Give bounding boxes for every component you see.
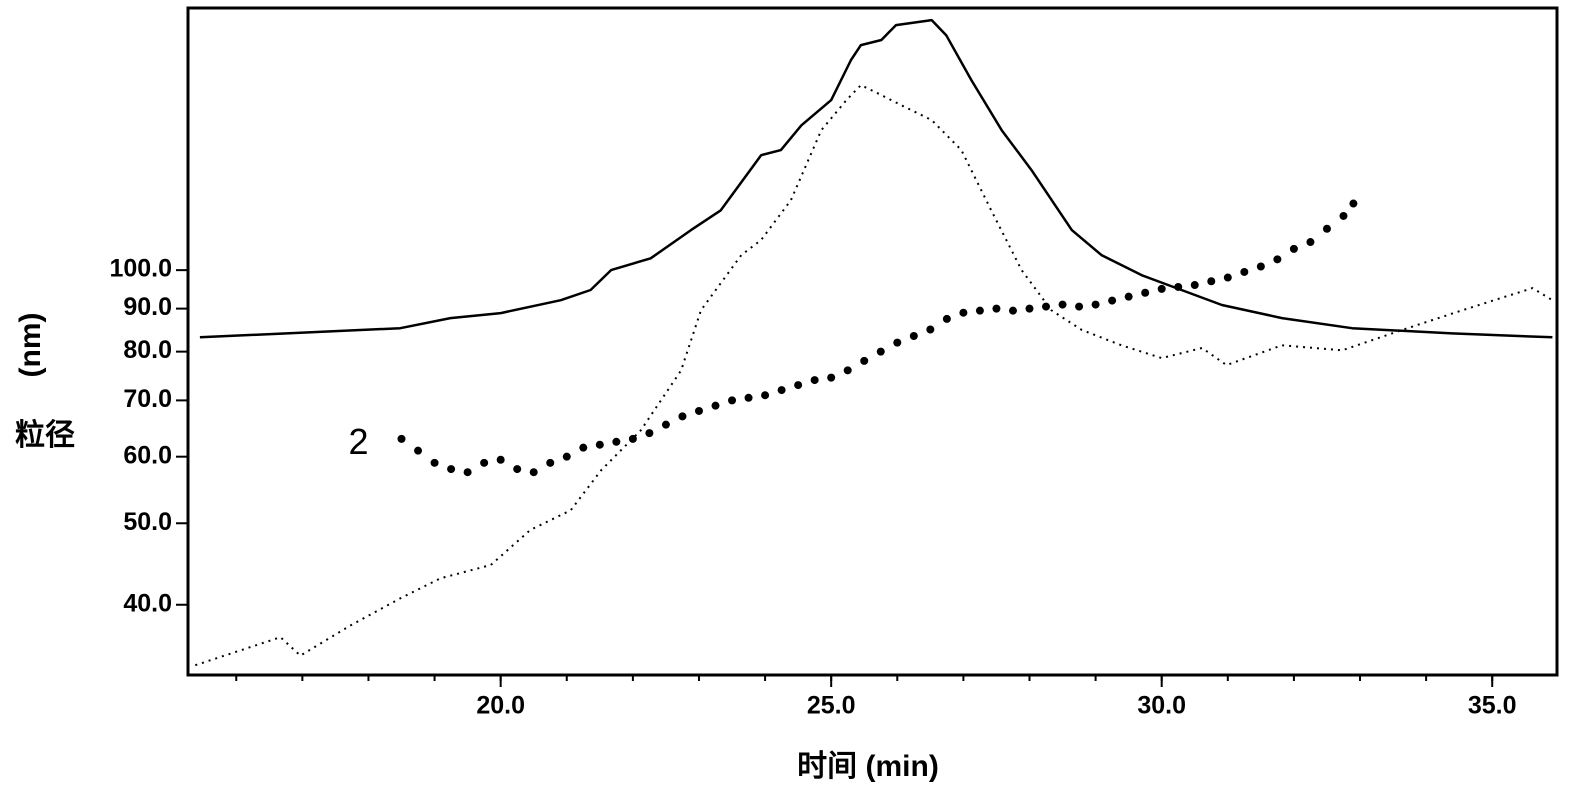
scatter-point	[414, 446, 423, 455]
scatter-point	[546, 458, 555, 467]
scatter-point	[1349, 199, 1358, 208]
scatter-point	[1157, 284, 1166, 293]
y-tick-label: 70.0	[123, 385, 172, 413]
scatter-point	[1289, 244, 1298, 253]
scatter-point	[1223, 273, 1232, 282]
y-axis-unit: (nm)	[14, 313, 47, 378]
scatter-point	[1108, 296, 1117, 305]
scatter-point	[843, 366, 852, 375]
scatter-point	[909, 331, 918, 340]
scatter-point	[893, 338, 902, 347]
scatter-point	[496, 455, 505, 464]
scatter-point	[1058, 300, 1067, 309]
scatter-point	[628, 434, 637, 443]
scatter-point	[1075, 302, 1084, 311]
y-tick-label: 90.0	[123, 293, 172, 321]
scatter-point	[1008, 306, 1017, 315]
scatter-point	[860, 356, 869, 365]
scatter-point	[959, 308, 968, 317]
scatter-point	[1091, 300, 1100, 309]
y-tick-label: 40.0	[123, 589, 172, 617]
scatter-point	[876, 347, 885, 356]
scatter-point	[992, 304, 1001, 313]
scatter-point	[1207, 277, 1216, 286]
scatter-point	[1124, 292, 1133, 301]
scatter-point	[463, 468, 472, 477]
series-line	[194, 84, 1553, 667]
scatter-point	[513, 465, 522, 474]
x-tick-label: 20.0	[476, 692, 525, 720]
scatter-point	[711, 401, 720, 410]
x-tick-label: 35.0	[1468, 692, 1517, 720]
y-tick-label: 60.0	[123, 441, 172, 469]
scatter-point	[1306, 238, 1315, 247]
scatter-point	[1190, 281, 1199, 290]
plot-frame	[186, 6, 1559, 677]
scatter-point	[975, 306, 984, 315]
scatter-point	[1322, 224, 1331, 233]
scatter-point	[1042, 302, 1051, 311]
y-axis-label: 粒径	[15, 418, 75, 452]
scatter-point	[480, 458, 489, 467]
scatter-point	[1174, 282, 1183, 291]
scatter-point	[810, 376, 819, 385]
scatter-point	[529, 468, 538, 477]
scatter-point	[1273, 255, 1282, 264]
y-tick-label: 80.0	[123, 336, 172, 364]
scatter-point	[744, 393, 753, 402]
scatter-point	[926, 325, 935, 334]
scatter-point	[1240, 267, 1249, 276]
scatter-point	[794, 381, 803, 390]
scatter-point	[1339, 211, 1348, 220]
scatter-point	[447, 465, 456, 474]
scatter-point	[579, 443, 588, 452]
scatter-point	[1256, 262, 1265, 271]
x-tick-label: 25.0	[807, 692, 856, 720]
scatter-point	[694, 406, 703, 415]
scatter-point	[761, 391, 770, 400]
scatter-point	[1025, 304, 1034, 313]
y-tick-label: 100.0	[109, 255, 172, 283]
x-tick-label: 30.0	[1137, 692, 1186, 720]
x-axis-label: 时间 (min)	[797, 750, 939, 783]
scatter-point	[661, 420, 670, 429]
scatter-point	[942, 314, 951, 323]
y-tick-label: 50.0	[123, 508, 172, 536]
scatter-point	[827, 373, 836, 382]
scatter-point	[728, 396, 737, 405]
scatter-point	[430, 458, 439, 467]
scatter-point	[397, 434, 406, 443]
scatter-point	[595, 440, 604, 449]
scatter-point	[562, 452, 571, 461]
scatter-point	[612, 437, 621, 446]
annotation: 2	[349, 421, 369, 462]
series-line	[199, 18, 1553, 339]
scatter-point	[777, 386, 786, 395]
scatter-point	[678, 412, 687, 421]
scatter-point	[645, 429, 654, 438]
scatter-point	[1141, 288, 1150, 297]
